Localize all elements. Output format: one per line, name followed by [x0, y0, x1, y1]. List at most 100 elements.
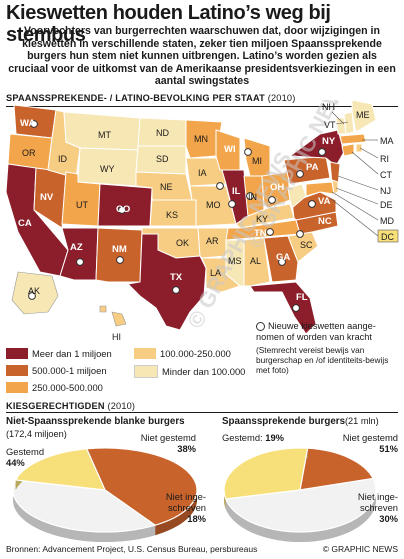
- pie-left-not-voted-text: Niet gestemd: [140, 432, 196, 443]
- label-MO: MO: [206, 200, 221, 210]
- law-dot-WA: [30, 120, 38, 128]
- law-dot-OH: [268, 196, 276, 204]
- pie-right-not-voted-value: 51%: [379, 443, 398, 454]
- state-MN: [185, 119, 223, 159]
- pie-left-subtitle: (172,4 miljoen): [6, 429, 67, 439]
- state-AL: [243, 237, 271, 287]
- state-FL: [249, 281, 317, 335]
- map-heading-text: SPAANSSPREKENDE- / LATINO-BEVOLKING PER …: [6, 93, 265, 103]
- pie-left-voted-value: 44%: [6, 457, 25, 468]
- law-dot-AZ: [76, 258, 84, 266]
- label-CA: CA: [18, 218, 32, 229]
- legend-label-3: 250.000-500.000: [32, 382, 103, 393]
- legend-swatch-5: [134, 365, 158, 378]
- state-AR: [197, 227, 229, 259]
- eligible-heading: KIESGERECHTIGDEN (2010): [6, 401, 135, 411]
- legend-item-2: 500.000-1 miljoen: [6, 365, 107, 376]
- law-dot-WI: [244, 148, 252, 156]
- label-IL: IL: [232, 186, 241, 197]
- eligible-heading-year: (2010): [107, 401, 136, 411]
- label-RI: RI: [380, 154, 389, 164]
- legend-item-3: 250.000-500.000: [6, 382, 103, 393]
- label-NM: NM: [112, 244, 127, 255]
- label-AL: AL: [250, 256, 261, 266]
- credit: © GRAPHIC NEWS: [322, 544, 398, 554]
- pie-left-label-not-registered: Niet inge- schreven 18%: [150, 491, 206, 524]
- law-dot-NM: [116, 256, 124, 264]
- pie-left-not-registered-text-1: Niet inge-: [165, 491, 206, 502]
- law-dot-VA: [308, 200, 316, 208]
- pie-right-voted-value: 19%: [265, 432, 285, 443]
- legend-item-1: Meer dan 1 miljoen: [6, 348, 112, 359]
- legend-label-2: 500.000-1 miljoen: [32, 365, 107, 376]
- law-dot-SC: [296, 230, 304, 238]
- label-FL: FL: [296, 292, 308, 303]
- state-NM: [95, 227, 143, 283]
- label-DE: DE: [380, 200, 393, 210]
- state-RI: [355, 143, 363, 153]
- law-dot-TX: [172, 286, 180, 294]
- map-divider: [6, 106, 398, 107]
- label-KY: KY: [256, 214, 268, 224]
- legend-swatch-1: [6, 348, 28, 359]
- label-SD: SD: [156, 154, 169, 164]
- legend-swatch-4: [134, 348, 156, 359]
- label-MA: MA: [380, 136, 394, 146]
- eligible-divider: [6, 412, 398, 413]
- page-title: Kieswetten houden Latino’s weg bij stemb…: [6, 2, 331, 46]
- pie-right-slice-3: [223, 447, 309, 500]
- label-NJ: NJ: [380, 186, 391, 196]
- label-MD: MD: [380, 216, 394, 226]
- law-dot-PA: [296, 170, 304, 178]
- sources: Bronnen: Advancement Project, U.S. Censu…: [6, 544, 258, 554]
- law-dot-IL: [228, 200, 236, 208]
- label-NE: NE: [160, 182, 173, 192]
- state-MD: [305, 181, 335, 197]
- label-SC: SC: [300, 240, 313, 250]
- label-TX: TX: [170, 272, 183, 283]
- state-DE: [331, 179, 339, 195]
- law-dot-AK: [28, 292, 36, 300]
- label-UT: UT: [76, 200, 88, 210]
- pie-left-slice-3: [14, 448, 106, 491]
- label-OH: OH: [270, 182, 284, 193]
- pie-charts: [12, 447, 377, 542]
- label-NV: NV: [40, 192, 54, 203]
- state-HI-2: [99, 305, 107, 313]
- pie-right-title: Spaanssprekende burgers: [222, 416, 346, 427]
- label-VA: VA: [318, 196, 331, 207]
- legend-label-5: Minder dan 100.000: [162, 366, 246, 377]
- law-dot-CO: [118, 206, 126, 214]
- legend-note: Nieuwe kieswetten aange-nomen of worden …: [256, 321, 398, 375]
- label-ME: ME: [356, 110, 370, 120]
- state-WV: [287, 183, 307, 209]
- state-ME: [351, 100, 377, 133]
- law-dot-icon: [256, 322, 265, 332]
- pie-right-not-registered-value: 30%: [379, 513, 398, 524]
- label-CO: CO: [116, 204, 130, 215]
- label-MS: MS: [228, 256, 242, 266]
- legend-label-4: 100.000-250.000: [160, 348, 231, 359]
- label-AR: AR: [206, 236, 219, 246]
- pie-left-not-registered-value: 18%: [187, 513, 206, 524]
- law-dot-IN: [246, 192, 254, 200]
- pie-right-voted-text: Gestemd:: [222, 432, 263, 443]
- pie-right-not-voted-text: Niet gestemd: [342, 432, 398, 443]
- label-ID: ID: [58, 154, 68, 164]
- label-IN: IN: [248, 192, 257, 202]
- legend-note-sub: (Stemrecht vereist bewijs van burgerscha…: [256, 345, 389, 375]
- pie-left-not-registered-text-2: schreven: [167, 502, 206, 513]
- label-MT: MT: [98, 130, 111, 140]
- eligible-heading-text: KIESGERECHTIGDEN: [6, 401, 105, 411]
- law-dot-FL: [292, 304, 300, 312]
- pie-left-title: Niet-Spaanssprekende blanke burgers: [6, 416, 185, 427]
- pie-left-slice-1: [85, 447, 198, 526]
- legend-swatch-2: [6, 365, 28, 376]
- label-MN: MN: [194, 134, 208, 144]
- pie-right-not-registered-text-2: schreven: [359, 502, 398, 513]
- label-AZ: AZ: [70, 242, 83, 253]
- label-ND: ND: [156, 128, 169, 138]
- label-VT: VT: [324, 120, 336, 130]
- law-dot-TN: [266, 228, 274, 236]
- label-WI: WI: [224, 144, 236, 155]
